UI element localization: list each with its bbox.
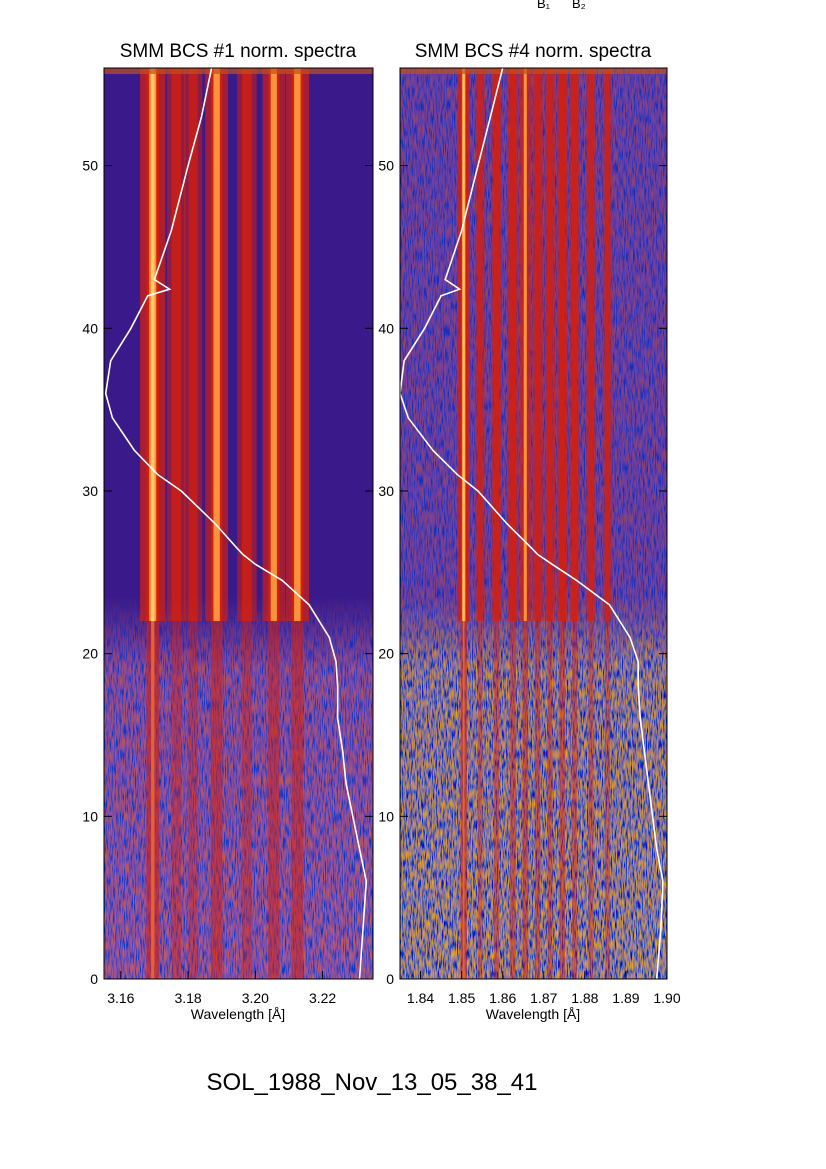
x-tick-label: 3.22 <box>309 990 336 1006</box>
spectra-panel-bcs4: SMM BCS #4 norm. spectra 0 10 20 30 40 50 1.8… <box>378 41 680 1022</box>
x-tick-label: 1.85 <box>448 990 475 1006</box>
y-tick-label: 30 <box>378 483 394 499</box>
y-tick-label: 10 <box>378 808 394 824</box>
plot-frame-bcs1 <box>103 67 374 980</box>
spectra-panel-bcs1: SMM BCS #1 norm. spectra 0 10 20 30 40 50 3.1… <box>82 41 374 1022</box>
y-tick-label: 20 <box>82 646 98 662</box>
event-label: SOL_1988_Nov_13_05_38_41 <box>207 1069 538 1096</box>
top-noise-strip-bcs4 <box>400 68 667 74</box>
spectral-line-6 <box>544 68 556 979</box>
panel-title-bcs4: SMM BCS #4 norm. spectra <box>415 41 652 62</box>
x-tick-label: 1.88 <box>571 990 598 1006</box>
spectral-lines-bcs4 <box>457 68 613 979</box>
spectral-line-4 <box>237 68 257 979</box>
spectral-line-0 <box>140 68 166 979</box>
lightcurve-bcs1 <box>104 68 368 979</box>
panel-title-bcs1: SMM BCS #1 norm. spectra <box>120 41 357 62</box>
spectral-line-3 <box>205 68 229 979</box>
y-tick-label: 50 <box>378 158 394 174</box>
x-tick-label: 3.16 <box>107 990 134 1006</box>
x-tick-label: 1.84 <box>407 990 434 1006</box>
spectral-line-4 <box>519 68 531 979</box>
y-tick-label: 10 <box>82 808 98 824</box>
x-tick-label: 1.86 <box>489 990 516 1006</box>
y-tick-label: 40 <box>82 320 98 336</box>
spectral-line-9 <box>586 68 596 979</box>
top-noise-strip-bcs1 <box>104 68 373 74</box>
y-axis-bcs4: 0 10 20 30 40 50 <box>378 158 667 987</box>
y-axis-bcs1: 0 10 20 30 40 50 <box>82 158 373 987</box>
y-tick-label: 0 <box>90 971 98 987</box>
spectral-line-1 <box>475 68 485 979</box>
spectral-line-5 <box>262 68 285 979</box>
spectral-line-2 <box>491 68 502 979</box>
y-tick-label: 20 <box>378 646 394 662</box>
x-axis-bcs1: 3.16 3.18 3.20 3.22 <box>107 971 336 1006</box>
y-tick-label: 40 <box>378 320 394 336</box>
spectral-line-3 <box>507 68 519 979</box>
spectral-lines-bcs1 <box>140 68 310 979</box>
x-axis-label-bcs1: Wavelength [Å] <box>191 1006 285 1022</box>
y-tick-label: 30 <box>82 483 98 499</box>
x-tick-label: 3.18 <box>174 990 201 1006</box>
x-axis-bcs4: 1.84 1.85 1.86 1.87 1.88 1.89 1.90 <box>407 971 681 1006</box>
y-tick-label: 0 <box>386 971 394 987</box>
spectral-line-2 <box>183 68 203 979</box>
top-label-b1: B₁ <box>537 0 551 11</box>
spectral-line-6 <box>285 68 310 979</box>
spectral-line-1 <box>166 68 186 979</box>
y-tick-label: 50 <box>82 158 98 174</box>
spectral-line-8 <box>569 68 580 979</box>
x-tick-label: 1.89 <box>612 990 639 1006</box>
x-tick-label: 1.87 <box>530 990 557 1006</box>
spectral-line-5 <box>532 68 543 979</box>
x-axis-label-bcs4: Wavelength [Å] <box>486 1006 580 1022</box>
spectral-line-10 <box>602 68 613 979</box>
spectral-line-7 <box>556 68 568 979</box>
lightcurve-bcs4 <box>400 68 664 979</box>
plot-frame-bcs4 <box>399 67 668 980</box>
top-label-b2: B₂ <box>572 0 586 11</box>
x-tick-label: 3.20 <box>242 990 269 1006</box>
x-tick-label: 1.90 <box>653 990 680 1006</box>
